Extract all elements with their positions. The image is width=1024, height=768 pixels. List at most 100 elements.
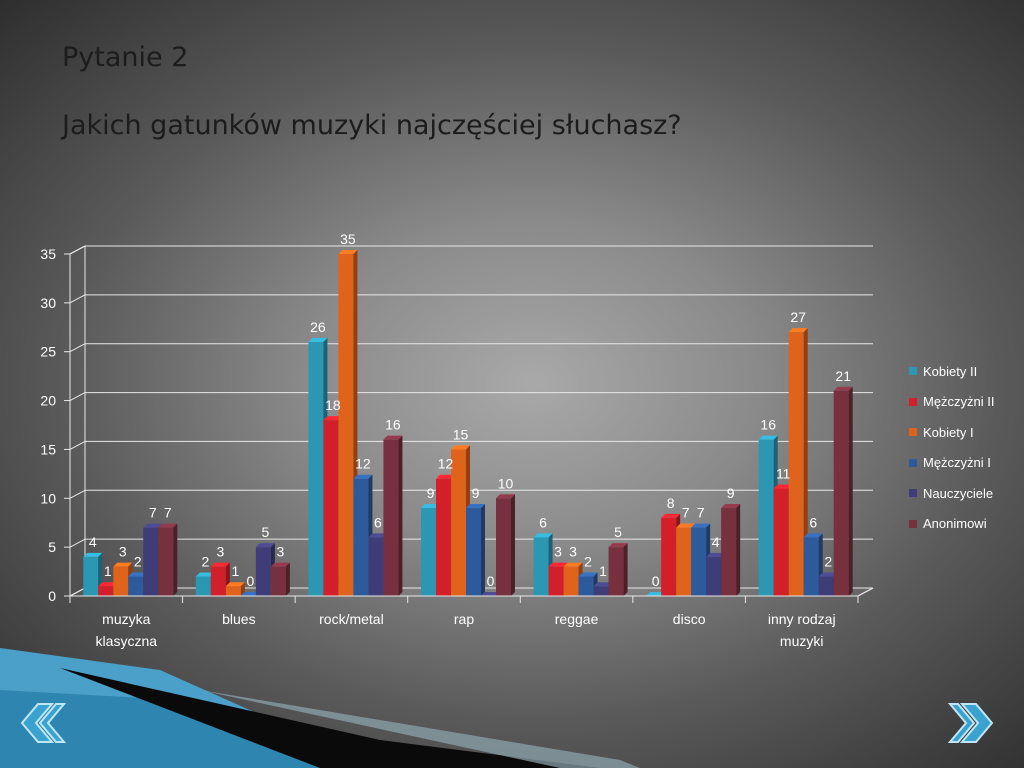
bar-front — [466, 508, 481, 596]
bar-top — [533, 533, 553, 538]
bar-side — [623, 543, 628, 596]
y-tick-label: 0 — [48, 588, 56, 604]
gridline-depth — [69, 294, 86, 304]
x-tick-label: muzyki — [780, 633, 824, 649]
bar-front — [563, 566, 579, 596]
gridline-depth — [69, 392, 86, 402]
bar-top — [225, 582, 245, 587]
bar-top — [818, 572, 838, 577]
bar — [158, 523, 178, 596]
bar-front — [818, 576, 834, 596]
bar-front — [308, 341, 324, 596]
bar-top — [451, 445, 470, 450]
bar-front — [706, 556, 722, 596]
bar-top — [240, 592, 260, 596]
bar-front — [773, 488, 789, 596]
bar-side — [481, 504, 485, 596]
bar-front — [98, 586, 114, 596]
data-label: 5 — [614, 524, 622, 540]
bar-front — [113, 566, 129, 596]
bar-front — [451, 449, 466, 596]
legend-item: Mężczyżni II — [909, 387, 995, 418]
bar-front — [353, 478, 369, 596]
data-label: 8 — [667, 495, 675, 511]
chart-legend: Kobiety II Mężczyżni II Kobiety I Mężczyżni… — [909, 356, 995, 539]
data-label: 9 — [472, 485, 480, 501]
data-label: 7 — [164, 505, 172, 521]
bar-top — [323, 416, 343, 421]
legend-label: Anonimowi — [923, 516, 987, 532]
data-label: 0 — [487, 573, 495, 589]
legend-swatch — [909, 428, 917, 437]
data-label: 3 — [554, 544, 562, 560]
bar-front — [676, 527, 692, 596]
data-label: 21 — [835, 368, 851, 384]
slide-title: Pytanie 2 — [62, 42, 189, 73]
bar-top — [210, 562, 230, 567]
bar-side — [240, 582, 245, 596]
bar-top — [466, 504, 485, 509]
bar-front — [578, 576, 594, 596]
bar-front — [195, 576, 211, 596]
y-tick-label: 35 — [40, 246, 56, 262]
bar-front — [758, 439, 774, 596]
bar-top — [661, 513, 681, 518]
previous-slide-button[interactable] — [18, 700, 70, 746]
data-label: 2 — [201, 553, 209, 569]
bar-top — [113, 562, 133, 567]
bar-front — [158, 527, 174, 596]
x-tick-label: rock/metal — [319, 611, 384, 627]
legend-item: Kobiety II — [909, 356, 995, 387]
bar-front — [128, 576, 144, 596]
y-tick-label: 25 — [40, 344, 56, 360]
bar-front — [143, 527, 159, 596]
y-tick-label: 20 — [40, 393, 56, 409]
chart-bars — [83, 250, 853, 596]
data-label: 1 — [231, 563, 239, 579]
data-label: 35 — [340, 231, 356, 247]
x-tick-label: klasyczna — [96, 633, 158, 649]
next-slide-button[interactable] — [944, 700, 996, 746]
bar-top — [593, 582, 613, 587]
gridline-depth — [69, 489, 86, 499]
data-label: 9 — [727, 485, 735, 501]
bar-top — [421, 504, 440, 509]
data-label: 3 — [569, 544, 577, 560]
bar-top — [803, 533, 823, 538]
slide-subtitle: Jakich gatunków muzyki najczęściej słuch… — [62, 110, 682, 141]
bar-top — [706, 552, 726, 557]
data-label: 15 — [453, 426, 469, 442]
legend-swatch — [909, 489, 917, 498]
data-label: 1 — [104, 563, 112, 579]
bar-front — [436, 478, 451, 596]
bar-front — [496, 498, 511, 596]
data-label: 12 — [438, 456, 454, 472]
x-tick-label: disco — [673, 611, 706, 627]
bar-top — [773, 484, 793, 489]
bar-top — [383, 435, 403, 440]
gridline-depth — [69, 538, 86, 548]
bar-side — [511, 494, 515, 596]
bar-front — [338, 254, 354, 596]
data-label: 27 — [790, 309, 806, 325]
bar-top — [758, 435, 778, 440]
legend-item: Mężczyżni I — [909, 448, 995, 479]
data-label: 6 — [539, 514, 547, 530]
data-label: 16 — [760, 417, 776, 433]
data-label: 6 — [809, 514, 817, 530]
bar-top — [158, 523, 178, 528]
bar-top — [646, 592, 666, 596]
legend-item: Kobiety I — [909, 417, 995, 448]
bar-top — [368, 533, 388, 538]
chevron-left-icon — [20, 703, 67, 743]
bar-top — [481, 592, 500, 596]
bar-top — [143, 523, 163, 528]
decor-blue-band-dark — [0, 690, 320, 768]
data-label: 4 — [89, 534, 97, 550]
bar — [646, 592, 666, 596]
bar-front — [83, 556, 99, 596]
bar-top — [195, 572, 215, 577]
data-label: 1 — [599, 563, 607, 579]
bar-top — [98, 582, 118, 587]
